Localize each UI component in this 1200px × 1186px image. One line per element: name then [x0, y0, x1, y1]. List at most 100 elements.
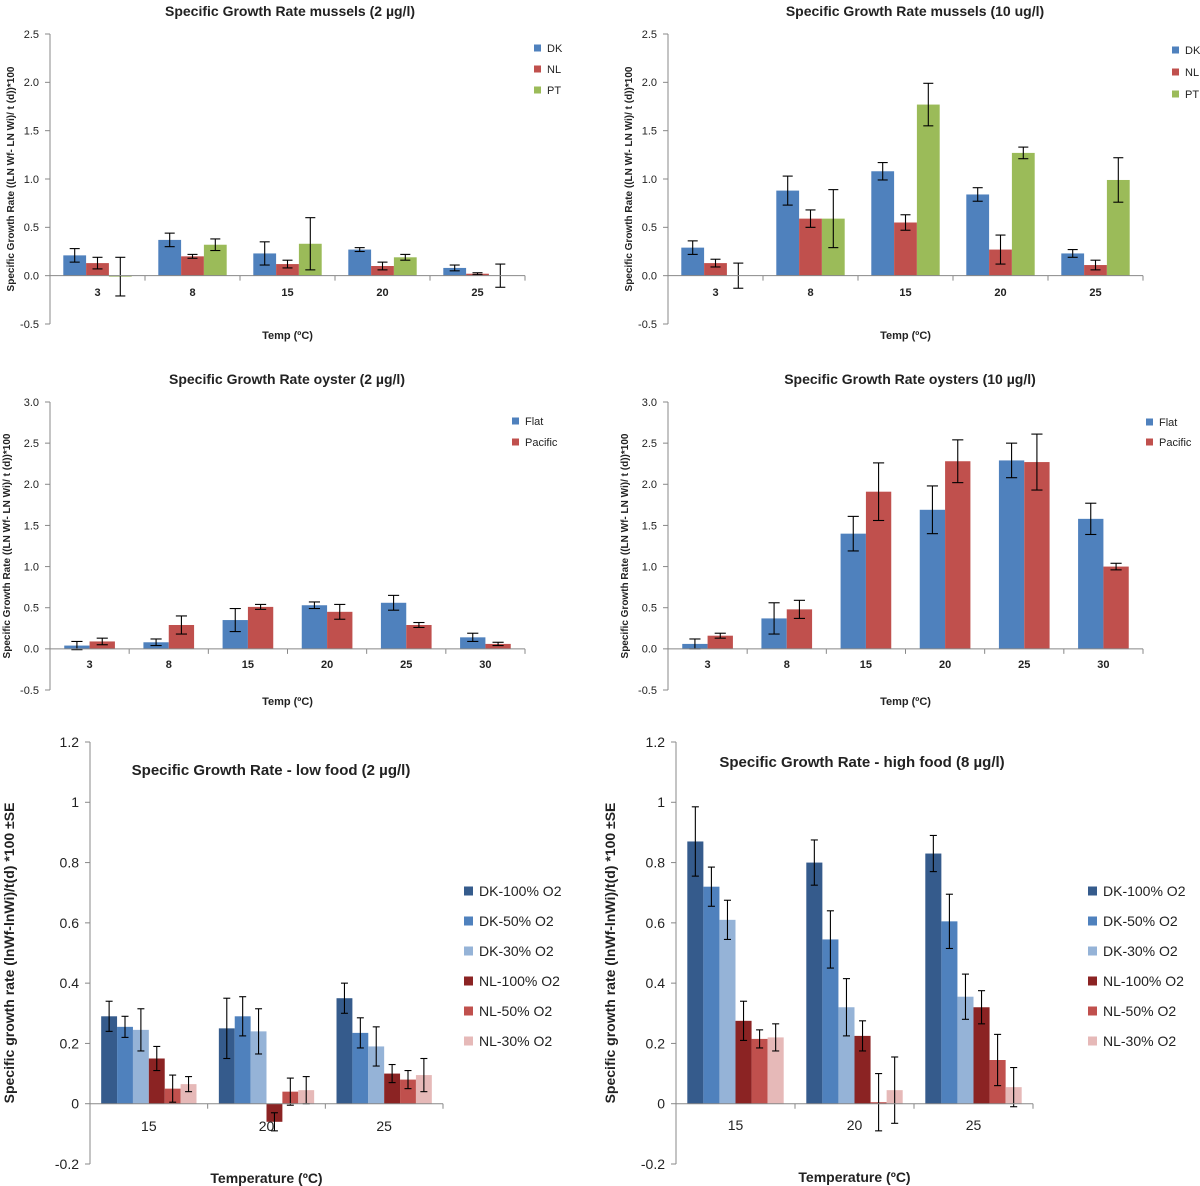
y-tick-label: 2.5 [642, 438, 657, 450]
x-tick-label: 25 [376, 1118, 392, 1134]
bar-NL-30% O2-15 [180, 1084, 197, 1104]
chart-panel-4: Specific Growth Rate oysters (10 µg/l) -0… [620, 371, 1192, 708]
chart-panel-2: Specific Growth Rate mussels (10 ug/l) -0… [624, 3, 1200, 342]
legend: Flat Pacific [1146, 417, 1192, 449]
y-tick-label: 0.0 [642, 644, 657, 656]
x-tick-label: 25 [471, 287, 483, 299]
legend-label-NL-50% O2: NL-50% O2 [1103, 1003, 1176, 1019]
x-tick-label: 20 [994, 287, 1006, 299]
legend-swatch-DK-100% O2 [464, 886, 473, 896]
legend-label-Pacific: Pacific [525, 437, 558, 449]
legend-label-DK: DK [547, 43, 563, 55]
x-tick-label: 15 [860, 659, 872, 671]
chart-title: Specific Growth Rate oysters (10 µg/l) [784, 371, 1036, 387]
y-tick-label: 0.0 [642, 271, 657, 283]
y-tick-label: 0.8 [60, 854, 80, 870]
y-tick-label: 0.5 [642, 603, 657, 615]
y-tick-label: 1.2 [60, 734, 80, 750]
chart-title: Specific Growth Rate oyster (2 µg/l) [169, 371, 405, 387]
legend-swatch-DK-100% O2 [1088, 886, 1097, 896]
bar-DK-3 [63, 255, 87, 276]
legend-label-DK-30% O2: DK-30% O2 [479, 943, 554, 959]
y-tick-label: 1.5 [642, 520, 657, 532]
legend-label-PT: PT [1185, 89, 1199, 101]
y-tick-label: -0.5 [638, 319, 657, 331]
y-tick-label: 1.0 [642, 174, 657, 186]
y-tick-label: -0.5 [638, 685, 657, 697]
bar-Pacific-8 [168, 624, 195, 649]
bar-Pacific-30 [485, 643, 511, 649]
x-tick-label: 3 [87, 659, 93, 671]
bar-DK-30% O2-25 [368, 1046, 385, 1104]
bar-DK-100% O2-15 [687, 841, 704, 1104]
y-tick-label: 0.6 [60, 915, 80, 931]
y-axis-title: Specific growth rate (lnWf-lnWi)/t(d) *1… [602, 803, 618, 1104]
legend-swatch-NL-30% O2 [464, 1036, 473, 1046]
y-tick-label: 2.5 [642, 29, 657, 41]
bar-Flat-15 [840, 533, 866, 649]
bar-Flat-20 [301, 605, 328, 649]
bar-NL-3 [704, 263, 727, 276]
bar-DK-30% O2-15 [719, 919, 736, 1104]
bar-Pacific-25 [406, 624, 432, 649]
bar-DK-20 [348, 249, 372, 276]
bar-DK-50% O2-20 [822, 939, 839, 1104]
bar-DK-30% O2-15 [132, 1029, 149, 1104]
bar-NL-100% O2-15 [735, 1020, 752, 1104]
legend-label-NL-30% O2: NL-30% O2 [1103, 1033, 1176, 1049]
legend-swatch-NL [534, 65, 541, 73]
y-tick-label: 2.0 [642, 479, 657, 491]
y-tick-label: 2.0 [642, 77, 657, 89]
legend-label-DK-100% O2: DK-100% O2 [479, 883, 562, 899]
legend-label-DK-30% O2: DK-30% O2 [1103, 943, 1178, 959]
bar-DK-50% O2-25 [352, 1032, 369, 1104]
bar-PT-20 [1011, 152, 1035, 276]
chart-title: Specific Growth Rate mussels (2 µg/l) [165, 3, 415, 19]
x-tick-label: 25 [966, 1117, 982, 1133]
y-tick-label: 1.0 [642, 561, 657, 573]
legend-label-NL-50% O2: NL-50% O2 [479, 1003, 552, 1019]
x-axis-title: Temp (ºC) [262, 330, 313, 342]
y-tick-label: 2.0 [24, 77, 39, 89]
y-tick-label: 1.5 [24, 126, 39, 138]
x-tick-label: 8 [807, 287, 813, 299]
x-tick-label: 20 [259, 1118, 275, 1134]
bar-DK-15 [871, 171, 895, 276]
legend-label-Pacific: Pacific [1159, 437, 1192, 449]
x-tick-label: 25 [1018, 659, 1030, 671]
bar-NL-50% O2-15 [751, 1038, 768, 1104]
bar-NL-30% O2-15 [767, 1037, 784, 1104]
y-tick-label: 3.0 [642, 397, 657, 409]
bar-NL-8 [799, 218, 822, 276]
chart-panel-3: Specific Growth Rate oyster (2 µg/l) -0.5… [2, 371, 558, 708]
y-tick-label: 2.0 [24, 479, 39, 491]
legend-swatch-DK-30% O2 [1088, 946, 1097, 956]
legend-swatch-Flat [1146, 418, 1153, 426]
legend: DK-100% O2 DK-50% O2 DK-30% O2 NL-100% O2 NL… [1088, 883, 1186, 1049]
bar-NL-100% O2-25 [384, 1073, 401, 1104]
bar-DK-3 [681, 247, 705, 276]
bar-DK-100% O2-20 [218, 1028, 235, 1104]
x-tick-label: 15 [728, 1117, 744, 1133]
bar-Pacific-3 [707, 635, 733, 649]
bar-DK-30% O2-25 [957, 996, 974, 1104]
bar-DK-30% O2-20 [838, 1007, 855, 1104]
x-tick-label: 15 [141, 1118, 157, 1134]
legend-label-NL: NL [547, 64, 561, 76]
y-tick-label: 1.0 [24, 174, 39, 186]
y-tick-label: 0.5 [24, 603, 39, 615]
y-tick-label: 0.2 [60, 1035, 80, 1051]
bar-NL-15 [276, 264, 299, 276]
legend-swatch-NL [1172, 68, 1179, 76]
bar-DK-30% O2-20 [250, 1031, 267, 1104]
legend-label-NL-30% O2: NL-30% O2 [479, 1033, 552, 1049]
bar-DK-50% O2-25 [941, 921, 958, 1104]
y-axis-title: Specific Growth Rate ((LN Wf- LN Wi)/ t … [2, 433, 13, 658]
y-tick-label: 0.4 [646, 975, 666, 991]
legend-swatch-NL-100% O2 [464, 976, 473, 986]
bar-NL-15 [894, 222, 917, 276]
x-tick-label: 20 [321, 659, 333, 671]
x-tick-label: 8 [166, 659, 172, 671]
x-tick-label: 30 [479, 659, 491, 671]
